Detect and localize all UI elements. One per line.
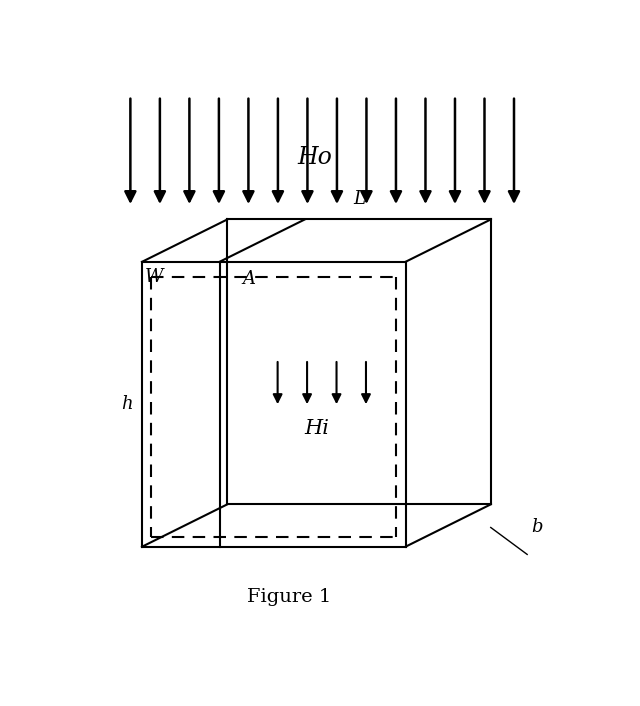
Text: Hi: Hi: [305, 419, 330, 438]
Text: b: b: [531, 518, 543, 537]
Text: Figure 1: Figure 1: [247, 588, 332, 606]
Text: h: h: [121, 395, 132, 413]
Text: L: L: [353, 190, 365, 208]
Text: A: A: [243, 270, 256, 288]
Text: Ho: Ho: [297, 146, 332, 169]
Text: W: W: [145, 268, 164, 286]
